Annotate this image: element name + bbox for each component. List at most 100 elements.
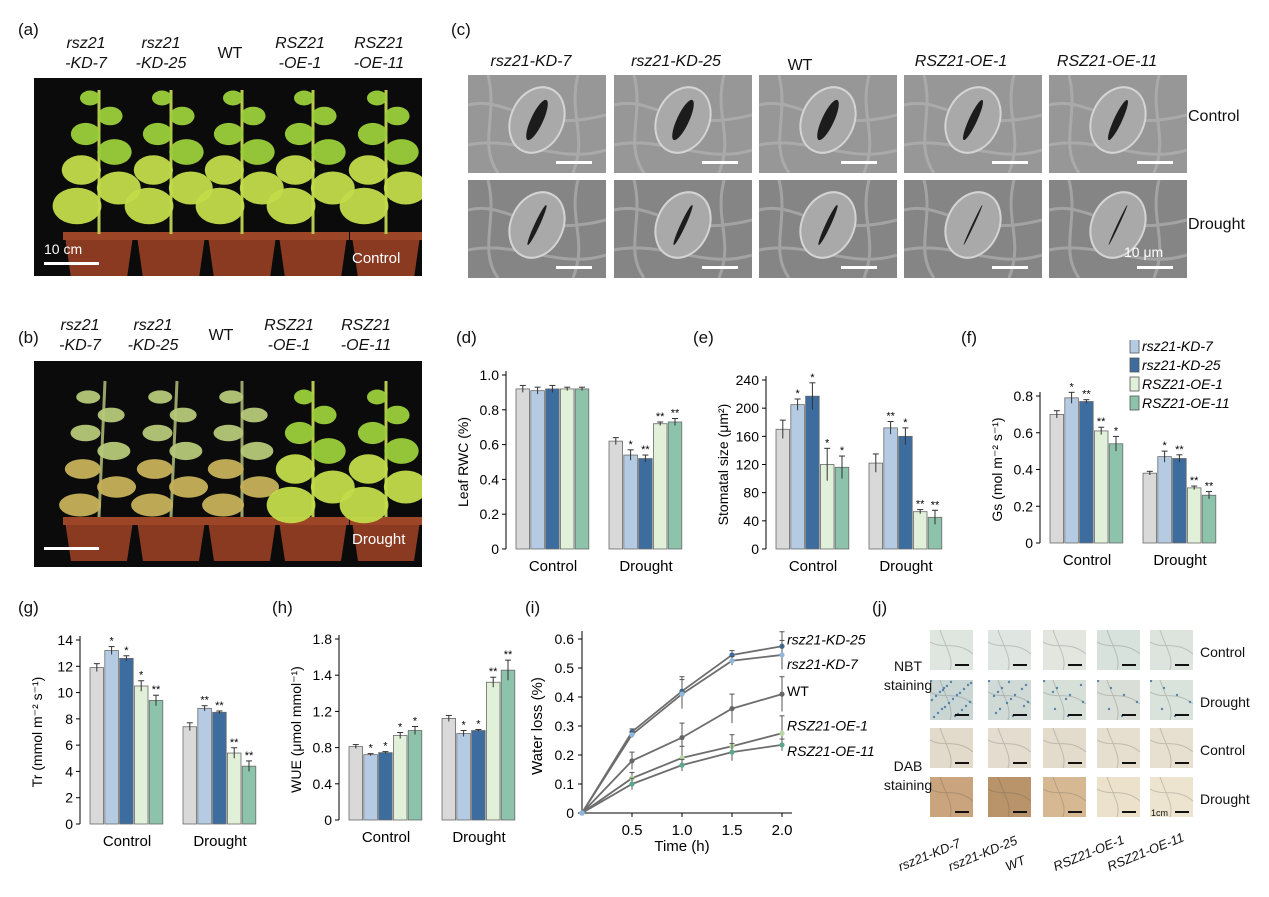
chart-water-loss: 0 0.1 0.2 0.3 0.4 0.5 0.6 0.5 1.0 1.5 2.0 Time (h) W… [529,631,875,855]
sem-stomata-image [904,180,1042,278]
bar [241,765,257,825]
bar [868,462,884,550]
sem-stomata-image [759,75,897,173]
y-tick-label: 1.0 [480,367,500,383]
y-tick-label: 1.4 [313,667,333,683]
y-tick-label: 0 [324,812,332,828]
bar [212,711,227,825]
bar [1142,472,1158,544]
bar [652,423,668,550]
stained-leaf-image [987,679,1032,721]
y-tick-label: 0 [1025,535,1033,551]
significance-mark: ** [916,499,925,511]
genotype-label-oe11-a: RSZ21 -OE-11 [353,35,405,72]
bar [119,658,134,825]
y-tick-label: 0.2 [555,747,575,763]
sem-row-label-control: Control [1188,108,1240,125]
stained-leaf-image [987,776,1032,818]
bar [560,388,575,550]
significance-mark: ** [671,408,680,420]
plant-illustration-drought [59,380,422,561]
stained-leaf-image [1096,679,1141,721]
stain-row-label-2: Drought [1200,694,1250,710]
significance-mark: ** [1190,475,1199,487]
y-tick-label: 0.4 [555,689,575,705]
significance-mark: ** [152,684,161,696]
stained-leaf-image [1149,776,1194,818]
significance-mark: ** [245,750,254,762]
y-tick-label: 0 [65,816,73,832]
data-point [679,735,685,741]
significance-mark: * [139,670,144,682]
line-series: RSZ21-OE-1 [581,715,868,814]
data-point [779,730,785,736]
bar [134,685,149,825]
bar [1201,494,1217,544]
bar [471,730,486,821]
genotype-label-wt-b: WT [208,327,234,344]
panel-label-g: (g) [18,598,39,617]
y-axis-label: Tr (mmol m⁻² s⁻¹) [29,677,45,788]
data-point [679,762,685,768]
series-label: WT [787,683,809,699]
line-series: RSZ21-OE-11 [581,738,875,814]
legend-swatch [1129,340,1140,354]
x-tick-label: 1.5 [722,822,743,839]
stained-leaf-image [1042,727,1087,769]
genotype-label-oe11-b: RSZ21 -OE-11 [340,317,392,354]
x-category-label: Drought [619,558,673,575]
bar [392,735,408,821]
bar [1172,458,1187,544]
legend-item: rsz21-KD-25 [1129,357,1221,373]
x-tick-label: 0.5 [622,822,643,839]
series-label: rsz21-KD-25 [787,631,866,647]
y-tick-label: 6 [65,737,73,753]
panel-label-b: (b) [18,328,39,347]
y-tick-label: 12 [57,658,73,674]
data-point [729,706,735,712]
sem-stomata-image [614,75,752,173]
y-axis-label: Stomatal size (μm²) [715,404,731,526]
x-category-label: Drought [193,833,247,850]
y-tick-label: 2 [65,790,73,806]
significance-mark: * [398,722,403,734]
significance-mark: * [368,743,373,755]
x-category-label: Drought [452,829,506,846]
x-category-label: Control [362,829,410,846]
bar [805,395,820,550]
panel-label-j: (j) [872,598,888,617]
stain-row-label-4: Drought [1200,791,1250,807]
bar [1064,397,1079,544]
panel-label-d: (d) [456,328,477,347]
y-axis-label: WUE (μmol mmol⁻¹) [288,666,304,793]
significance-mark: * [1162,440,1167,452]
significance-mark: ** [641,444,650,456]
bar [515,388,531,550]
data-point [779,742,785,748]
bar [883,427,898,550]
legend-swatch [1129,376,1140,392]
stain-row-label-3: Control [1200,742,1246,758]
significance-mark: ** [215,700,224,712]
bar [667,421,683,550]
bar [378,752,393,821]
y-tick-label: 0.3 [555,718,575,734]
y-axis-label: Leaf RWC (%) [455,417,471,507]
y-tick-label: 0 [566,805,574,821]
axes: 0 0.1 0.2 0.3 0.4 0.5 0.6 0.5 1.0 1.5 2.0 [555,631,792,839]
significance-mark: ** [1097,416,1106,428]
x-category-label: Drought [879,558,933,575]
legend-label: rsz21-KD-7 [1142,340,1214,354]
genotype-label-kd7-b: rsz21 -KD-7 [59,317,101,354]
bar [226,752,242,825]
bar [608,440,624,550]
data-point [729,749,735,755]
stain-scale-label: 1cm [1151,808,1169,818]
plant [339,381,422,524]
y-tick-label: 0.6 [1014,425,1034,441]
stained-leaf-image [1096,776,1141,818]
significance-mark: * [461,720,466,732]
y-axis: 0 40 80 120 160 200 240 [736,372,767,557]
genotype-label-kd7-a: rsz21 -KD-7 [65,35,107,72]
